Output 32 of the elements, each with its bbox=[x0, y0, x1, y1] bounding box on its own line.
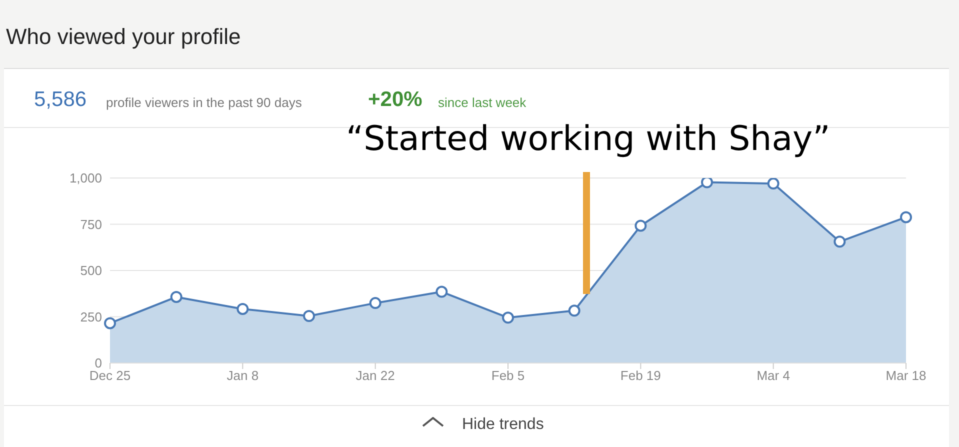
point bbox=[634, 220, 647, 232]
x-tick-label: Jan 22 bbox=[356, 368, 395, 384]
x-tick-label: Dec 25 bbox=[89, 368, 131, 384]
point bbox=[701, 178, 713, 188]
point bbox=[236, 302, 249, 315]
point bbox=[303, 310, 315, 322]
point bbox=[170, 290, 182, 303]
y-tick-label: 500 bbox=[80, 263, 102, 278]
x-tick-label: Feb 19 bbox=[620, 368, 661, 384]
y-tick-label: 250 bbox=[80, 309, 102, 324]
point bbox=[502, 312, 514, 324]
point bbox=[436, 286, 448, 298]
x-tick-label: Feb 5 bbox=[491, 368, 525, 384]
text: since last week bbox=[438, 95, 526, 110]
point bbox=[104, 317, 116, 330]
text: “Started working with Shay” bbox=[346, 119, 830, 159]
point bbox=[834, 236, 846, 248]
text: 5,586 bbox=[34, 88, 87, 112]
point bbox=[767, 178, 780, 190]
point bbox=[369, 297, 382, 310]
y-tick-label: 1,000 bbox=[69, 170, 102, 186]
y-tick-label: 750 bbox=[80, 216, 102, 232]
x-tick-label: Mar 4 bbox=[756, 368, 790, 384]
point bbox=[568, 304, 580, 317]
x-tick-label: Mar 18 bbox=[886, 368, 926, 384]
text: +20% bbox=[368, 88, 422, 112]
point bbox=[900, 211, 912, 224]
text: Hide trends bbox=[462, 416, 544, 434]
x-tick-label: Jan 8 bbox=[226, 368, 259, 384]
chart-title: Who viewed your profile bbox=[6, 24, 241, 50]
text: profile viewers in the past 90 days bbox=[106, 95, 302, 110]
y-tick-label: 0 bbox=[94, 356, 102, 371]
